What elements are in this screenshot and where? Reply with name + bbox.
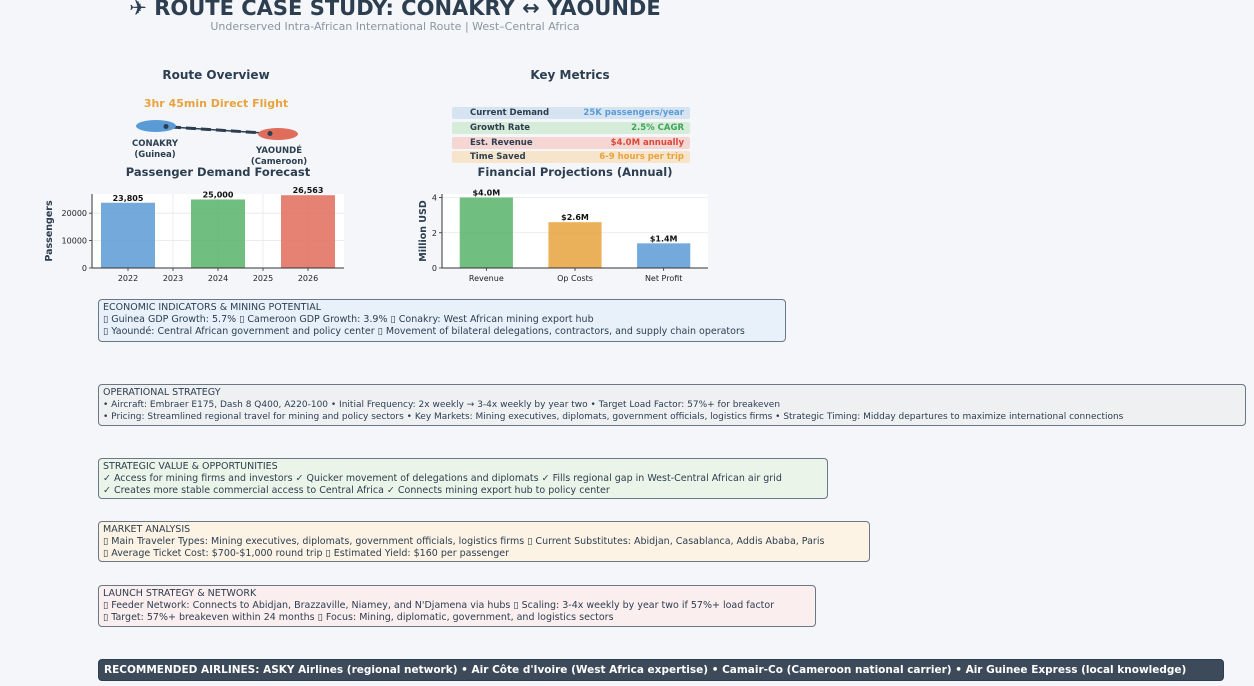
passenger-demand-chart: Passenger Demand Forecast 0 10000 20000 2022… [44,165,344,283]
origin-label: CONAKRY (Guinea) [110,139,200,161]
data-label: $1.4M [650,234,678,243]
page-title: ✈ ROUTE CASE STUDY: CONAKRY ↔ YAOUNDÉ [129,0,661,20]
box-title: MARKET ANALYSIS [103,524,191,535]
financial-projections-chart: Financial Projections (Annual) 0 2 4 Revenue… [418,165,708,283]
box-line: ▯ Yaoundé: Central African government an… [103,326,745,337]
route-duration: 3hr 45min Direct Flight [143,97,289,110]
metric-label: Time Saved [470,152,526,162]
destination-country: (Cameroon) [250,157,308,167]
metric-growth-rate: Growth Rate 2.5% CAGR [452,122,690,134]
box-line: • Pricing: Streamlined regional travel f… [103,412,1124,422]
x-tick-label: Op Costs [557,274,593,283]
key-metrics-title: Key Metrics [530,68,610,82]
box-line: • Aircraft: Embraer E175, Dash 8 Q400, A… [103,400,781,410]
box-line: ▯ Main Traveler Types: Mining executives… [103,536,825,547]
x-tick-label: Net Profit [645,274,682,283]
metric-value: $4.0M annually [610,138,684,148]
y-axis-label: Million USD [418,200,429,262]
metric-time-saved: Time Saved 6-9 hours per trip [452,151,690,163]
origin-point [163,124,169,129]
destination-point [267,131,273,136]
box-line: ✓ Access for mining firms and investors … [103,473,782,484]
box-line: ▯ Feeder Network: Connects to Abidjan, B… [103,600,775,611]
bar [101,202,155,268]
y-tick-label: 4 [432,194,437,203]
y-axis-label: Passengers [44,200,55,262]
origin-country: (Guinea) [134,150,176,160]
bar [637,243,691,268]
box-line: ✓ Creates more stable commercial access … [103,485,610,496]
strategic-value-box: STRATEGIC VALUE & OPPORTUNITIES ✓ Access… [98,458,828,499]
page-subtitle: Underserved Intra-African International … [210,20,580,33]
origin-city: CONAKRY [132,139,178,149]
data-label: 26,563 [293,186,324,195]
origin-marker [136,120,176,132]
metric-value: 2.5% CAGR [631,123,684,133]
route-overview-title: Route Overview [162,68,270,82]
bar [191,199,245,268]
destination-marker [258,128,298,140]
recommended-airlines-banner: RECOMMENDED AIRLINES: ASKY Airlines (reg… [98,659,1224,681]
box-title: STRATEGIC VALUE & OPPORTUNITIES [103,461,278,472]
data-label: 25,000 [203,190,234,199]
route-dashes [155,124,279,136]
y-tick-label: 20000 [62,209,87,218]
y-tick-label: 10000 [62,237,87,246]
box-title: ECONOMIC INDICATORS & MINING POTENTIAL [103,302,322,313]
launch-strategy-box: LAUNCH STRATEGY & NETWORK ▯ Feeder Netwo… [98,585,816,627]
chart-title: Passenger Demand Forecast [126,165,311,179]
x-tick-label: Revenue [469,274,504,283]
x-tick-label: 2023 [163,274,183,283]
y-tick-label: 2 [432,229,437,238]
bar [548,222,602,268]
y-tick-label: 0 [432,264,437,273]
data-label: 23,805 [113,194,144,203]
box-line: ▯ Average Ticket Cost: $700-$1,000 round… [103,548,510,559]
box-title: OPERATIONAL STRATEGY [103,387,221,398]
x-tick-label: 2025 [253,274,273,283]
destination-city: YAOUNDÉ [255,146,303,156]
market-analysis-box: MARKET ANALYSIS ▯ Main Traveler Types: M… [98,521,870,562]
chart-title: Financial Projections (Annual) [477,165,672,179]
operational-strategy-box: OPERATIONAL STRATEGY • Aircraft: Embraer… [98,384,1246,426]
x-tick-label: 2022 [118,274,138,283]
box-line: ▯ Target: 57%+ breakeven within 24 month… [103,612,614,623]
y-tick-label: 0 [82,264,87,273]
bar [459,197,513,268]
x-tick-label: 2026 [298,274,318,283]
route-map [136,120,298,140]
metric-label: Current Demand [470,108,550,118]
data-label: $4.0M [472,189,500,198]
metric-value: 25K passengers/year [583,108,684,118]
bar [281,195,335,268]
metric-value: 6-9 hours per trip [599,152,684,162]
economic-indicators-box: ECONOMIC INDICATORS & MINING POTENTIAL ▯… [98,299,786,342]
box-line: ▯ Guinea GDP Growth: 5.7% ▯ Cameroon GDP… [103,314,594,325]
metric-label: Est. Revenue [470,138,533,148]
box-title: LAUNCH STRATEGY & NETWORK [103,588,257,599]
data-label: $2.6M [561,213,589,222]
destination-label: YAOUNDÉ (Cameroon) [234,146,324,168]
metric-label: Growth Rate [470,123,531,133]
metric-est-revenue: Est. Revenue $4.0M annually [452,137,690,149]
x-tick-label: 2024 [208,274,228,283]
metric-current-demand: Current Demand 25K passengers/year [452,107,690,119]
